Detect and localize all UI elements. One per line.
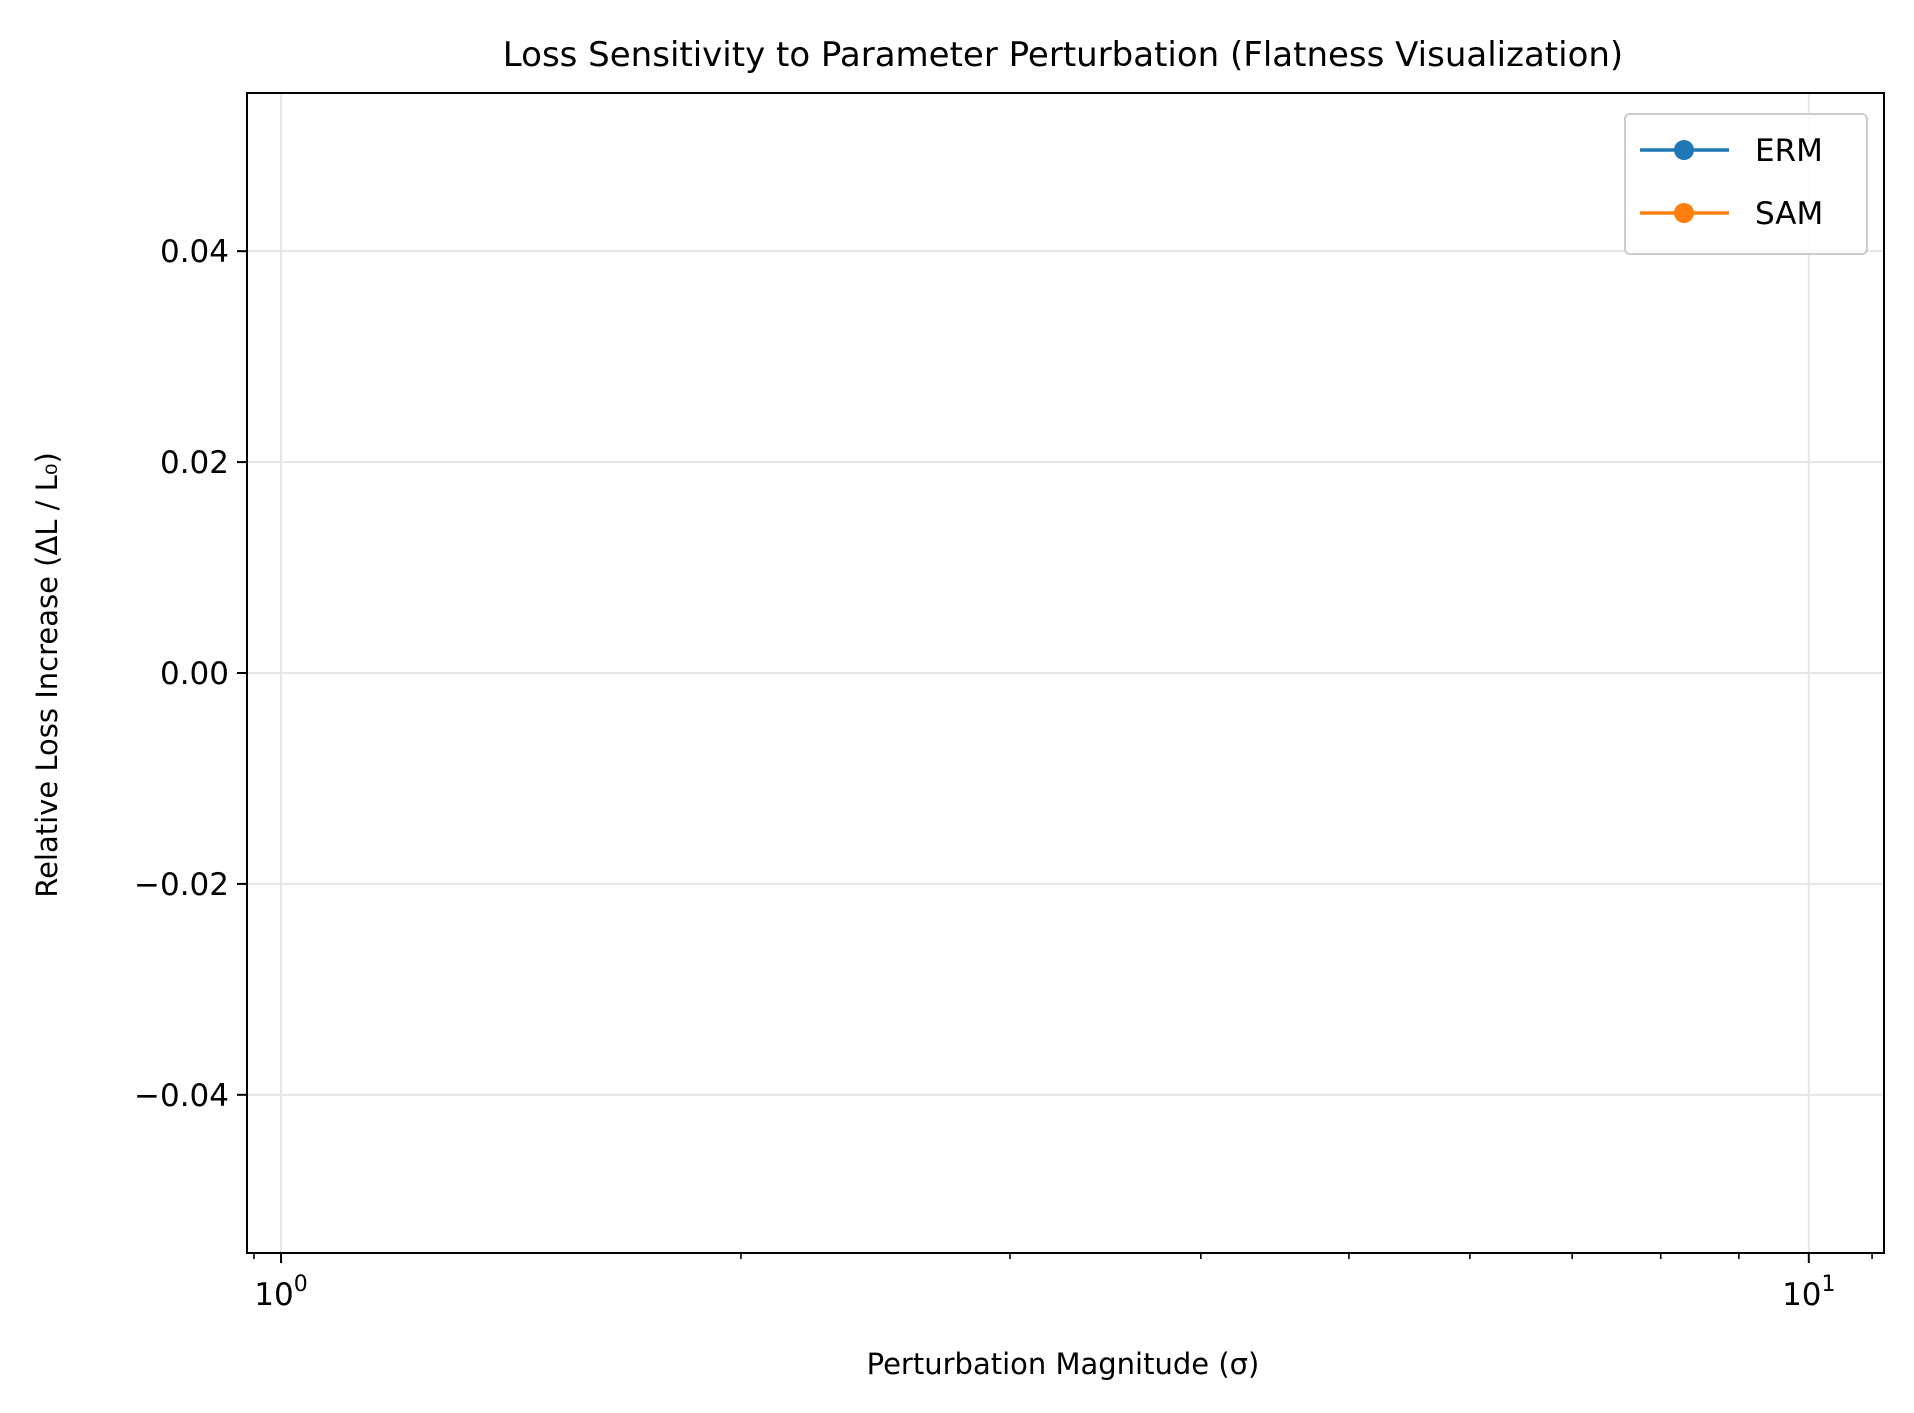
y-tick-label: 0.04	[160, 234, 229, 270]
legend: ERM SAM	[1624, 113, 1868, 255]
x-axis: 100 101	[253, 1253, 1873, 1313]
chart-title: Loss Sensitivity to Parameter Perturbati…	[503, 35, 1623, 75]
legend-box	[1624, 113, 1868, 255]
x-tick-label: 100	[254, 1272, 307, 1313]
y-tick-label: 0.02	[160, 445, 229, 481]
legend-label: ERM	[1755, 133, 1823, 169]
x-axis-label: Perturbation Magnitude (σ)	[867, 1347, 1260, 1381]
legend-label: SAM	[1755, 196, 1823, 232]
legend-marker	[1674, 203, 1694, 223]
x-tick-label: 101	[1782, 1272, 1835, 1313]
grid	[247, 93, 1884, 1253]
y-tick-label: 0.00	[160, 656, 229, 692]
y-tick-label: −0.02	[134, 867, 229, 903]
y-tick-label: −0.04	[134, 1078, 229, 1114]
legend-marker	[1674, 140, 1694, 160]
y-axis: −0.04 −0.02 0.00 0.02 0.04	[134, 234, 247, 1114]
y-axis-label: Relative Loss Increase (ΔL / L₀)	[30, 452, 64, 898]
